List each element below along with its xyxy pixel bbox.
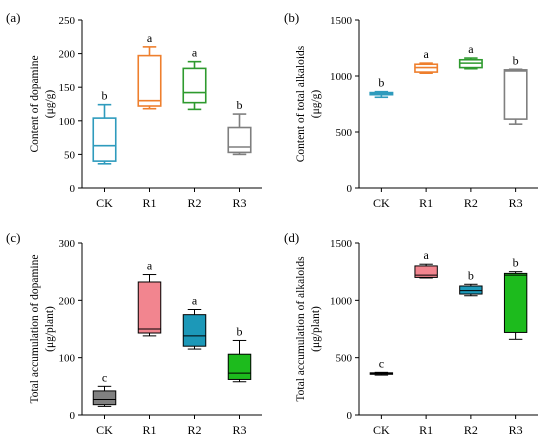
y-axis-title: Total accumulation of dopamine	[29, 255, 41, 404]
y-tick-label: 150	[59, 82, 76, 94]
y-tick-label: 1500	[330, 238, 353, 250]
x-tick-label: CK	[96, 196, 113, 210]
significance-letter: a	[147, 31, 153, 45]
x-tick-label: R3	[232, 196, 246, 210]
y-tick-label: 1500	[330, 15, 353, 27]
box-r1	[414, 265, 438, 278]
box-r2	[182, 67, 207, 104]
box-r1	[137, 281, 162, 334]
box-r2	[182, 314, 207, 347]
y-tick-label: 500	[336, 127, 353, 139]
significance-letter: a	[468, 42, 474, 56]
box-r3	[503, 272, 528, 333]
y-axis-title: (μg/g)	[310, 90, 322, 119]
box-r2	[459, 285, 483, 295]
box-r3	[227, 126, 252, 154]
significance-letter: a	[192, 294, 198, 308]
box-r1	[137, 54, 162, 107]
panel-label: (c)	[6, 230, 20, 245]
significance-letter: c	[102, 370, 107, 384]
x-tick-label: R1	[142, 196, 156, 210]
panel-label: (b)	[284, 10, 299, 25]
y-tick-label: 1000	[330, 71, 353, 83]
x-tick-label: R3	[232, 423, 246, 437]
y-axis-title: (μg/plant)	[310, 306, 322, 352]
box-ck	[92, 117, 117, 162]
y-tick-label: 0	[347, 410, 353, 422]
box-r3	[503, 69, 528, 120]
significance-letter: a	[423, 47, 429, 61]
y-tick-label: 1000	[330, 295, 353, 307]
y-axis-title: (μg/g)	[44, 90, 56, 119]
x-tick-label: R1	[419, 196, 433, 210]
significance-letter: b	[468, 268, 474, 282]
significance-letter: a	[423, 248, 429, 262]
x-tick-label: R3	[509, 196, 523, 210]
y-tick-label: 200	[59, 49, 76, 61]
y-axis-title: Content of total alkaloids	[295, 45, 307, 162]
x-tick-label: R2	[187, 196, 201, 210]
significance-letter: c	[379, 356, 384, 370]
box-r3	[227, 353, 252, 380]
significance-letter: a	[192, 46, 198, 60]
x-tick-label: CK	[96, 423, 113, 437]
y-tick-label: 300	[59, 238, 76, 250]
x-tick-label: CK	[373, 196, 390, 210]
y-tick-label: 250	[59, 15, 76, 27]
significance-letter: b	[378, 76, 384, 90]
y-tick-label: 100	[59, 116, 76, 128]
significance-letter: b	[237, 324, 243, 338]
y-axis-title: Total accumulation of alkaloids	[295, 256, 307, 402]
significance-letter: b	[237, 98, 243, 112]
x-tick-label: R2	[187, 423, 201, 437]
y-tick-label: 0	[347, 183, 353, 195]
x-tick-label: R2	[464, 423, 478, 437]
panel-label: (d)	[284, 230, 299, 245]
x-tick-label: R1	[142, 423, 156, 437]
y-axis-title: Content of dopamine	[29, 55, 41, 152]
y-tick-label: 0	[70, 410, 76, 422]
significance-letter: a	[147, 259, 153, 273]
x-tick-label: R2	[464, 196, 478, 210]
y-tick-label: 500	[336, 353, 353, 365]
y-axis-title: (μg/plant)	[44, 306, 56, 352]
panel-label: (a)	[6, 10, 20, 25]
significance-letter: b	[513, 256, 519, 270]
x-tick-label: CK	[373, 423, 390, 437]
y-tick-label: 0	[70, 183, 76, 195]
significance-letter: b	[513, 53, 519, 67]
significance-letter: b	[102, 89, 108, 103]
box-ck	[92, 390, 117, 406]
y-tick-label: 100	[59, 353, 76, 365]
x-tick-label: R3	[509, 423, 523, 437]
x-tick-label: R1	[419, 423, 433, 437]
y-tick-label: 200	[59, 295, 76, 307]
y-tick-label: 50	[64, 149, 76, 161]
